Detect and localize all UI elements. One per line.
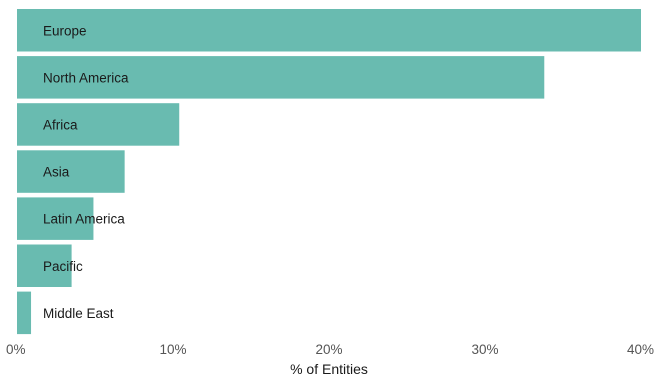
x-axis-ticks: 0% 10% 20% 30% 40% <box>6 342 654 357</box>
bar-north-america <box>17 56 545 99</box>
bar-africa <box>17 103 180 146</box>
x-tick-label: 30% <box>471 342 498 357</box>
bar-label-europe: Europe <box>43 23 87 38</box>
bar-label-middle-east: Middle East <box>43 306 114 321</box>
bars <box>17 9 641 335</box>
bar-label-north-america: North America <box>43 70 129 85</box>
bar-label-asia: Asia <box>43 165 70 180</box>
bar-middle-east <box>17 291 32 335</box>
x-tick-label: 10% <box>159 342 186 357</box>
bar-label-africa: Africa <box>43 117 78 132</box>
x-tick-label: 40% <box>627 342 654 357</box>
x-tick-label: 0% <box>6 342 26 357</box>
bar-europe <box>17 9 641 52</box>
bar-latin-america <box>17 197 94 240</box>
bar-label-pacific: Pacific <box>43 259 83 274</box>
bar-asia <box>17 150 125 193</box>
bar-labels: Europe North America Africa Asia Latin Ameri… <box>43 23 129 321</box>
x-tick-label: 20% <box>315 342 342 357</box>
bar-pacific <box>17 244 72 287</box>
x-axis-title: % of Entities <box>290 361 368 377</box>
bar-label-latin-america: Latin America <box>43 212 125 227</box>
